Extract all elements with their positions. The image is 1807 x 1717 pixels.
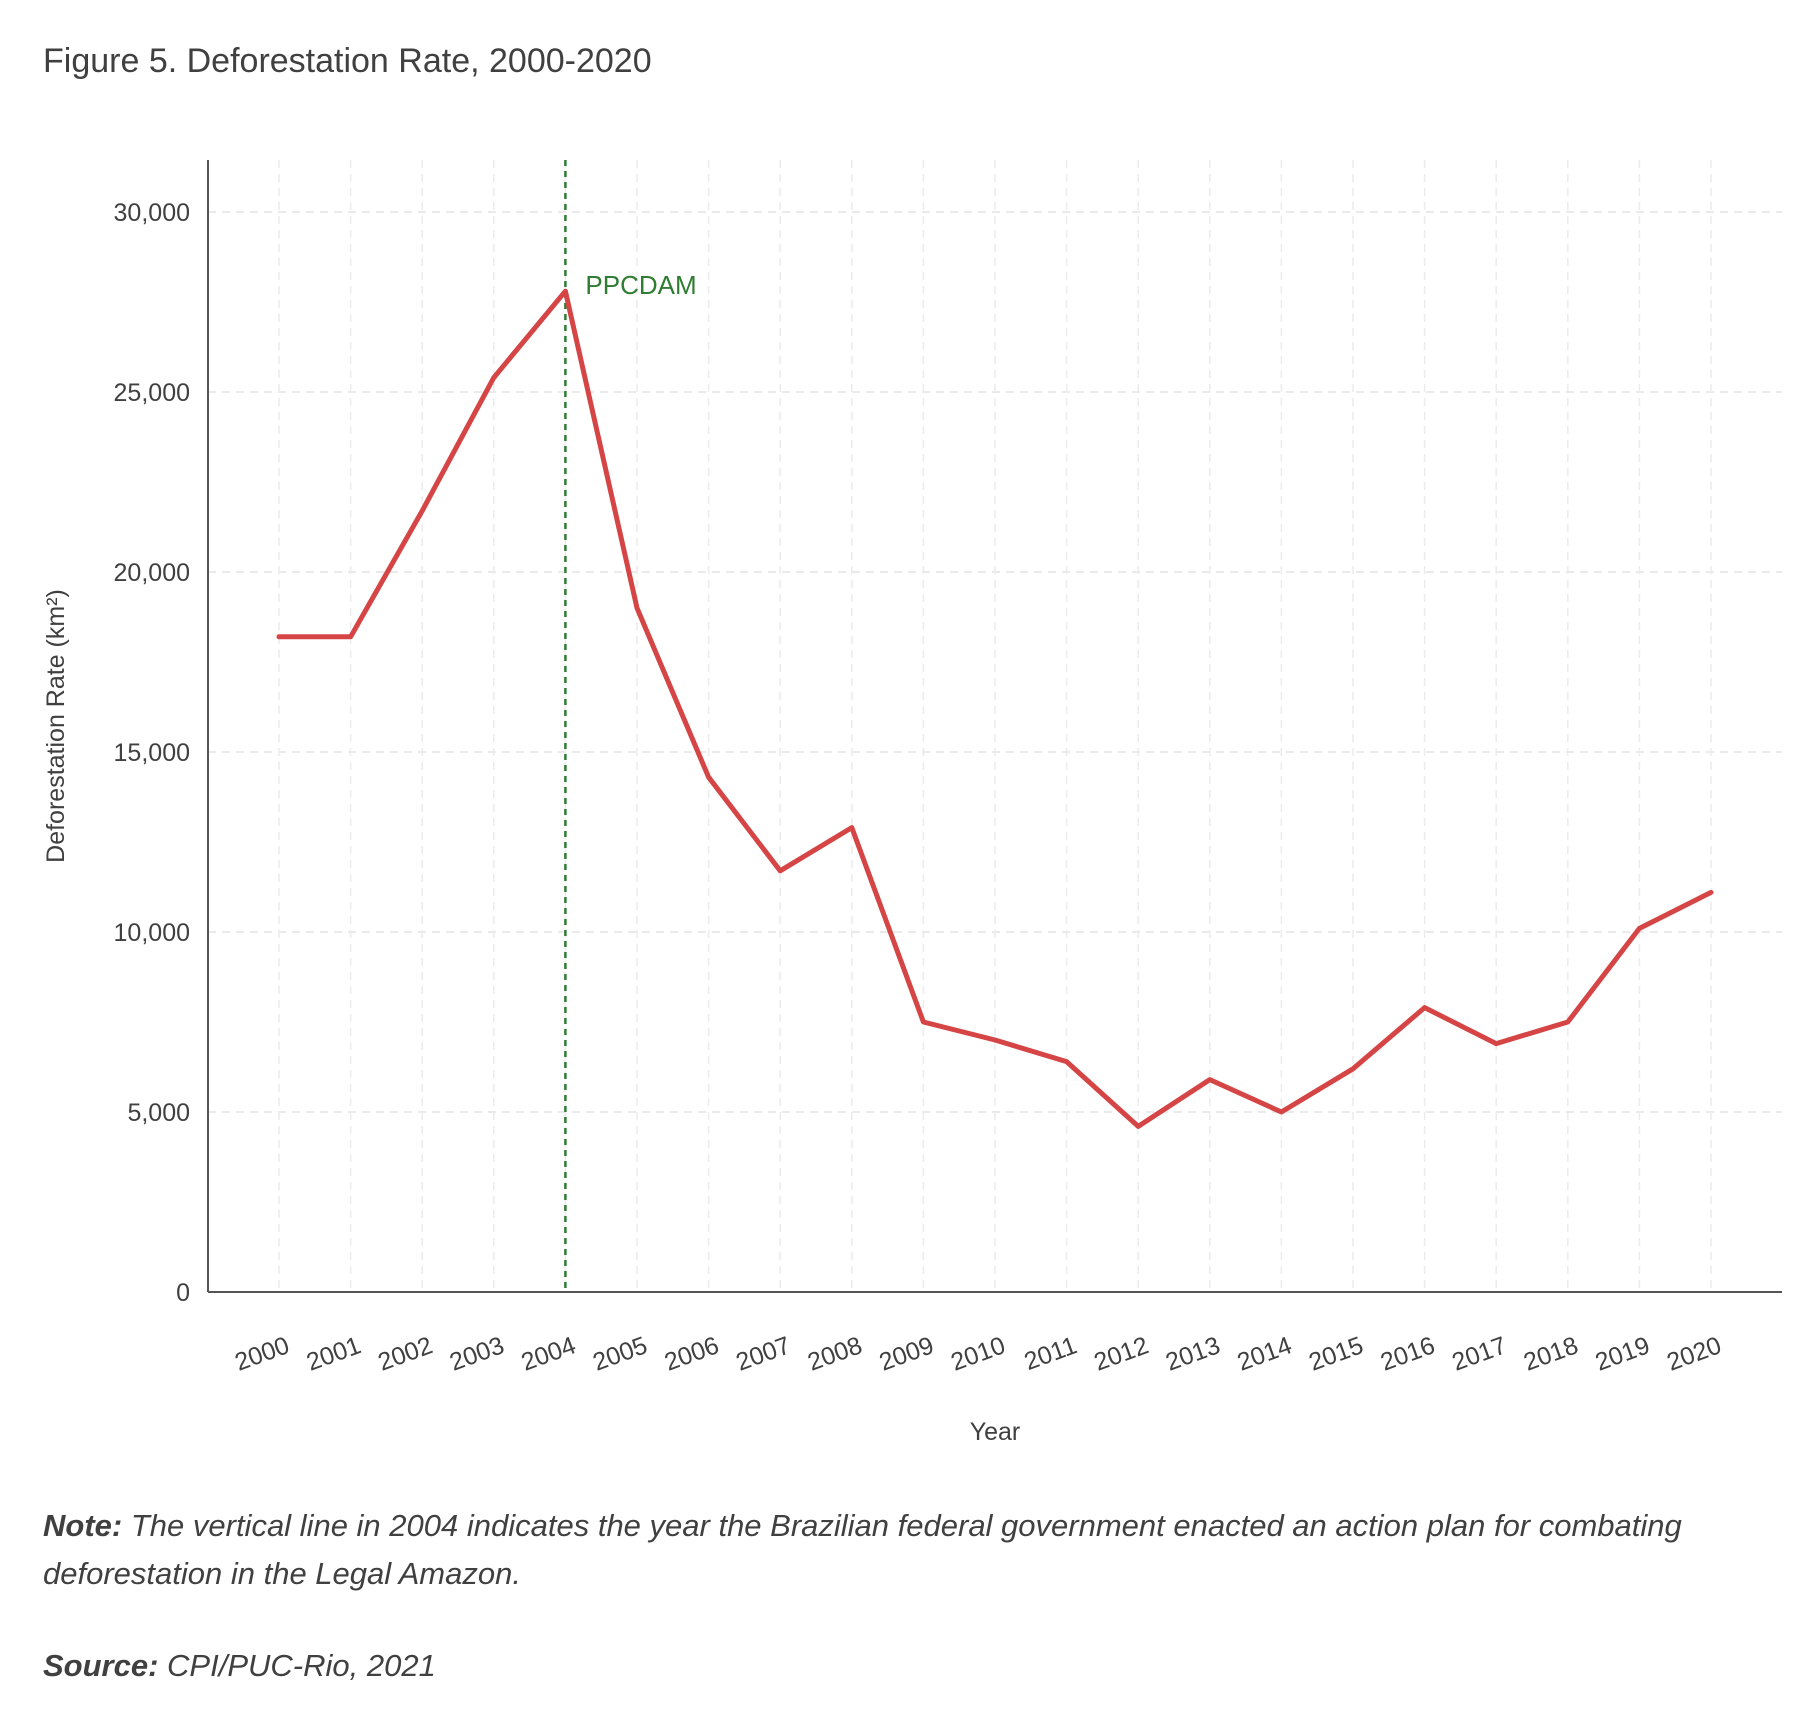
source-label: Source:: [43, 1648, 159, 1683]
x-tick-label: 2016: [1377, 1331, 1439, 1376]
y-tick-label: 10,000: [114, 919, 190, 947]
y-tick-label: 30,000: [114, 199, 190, 227]
y-tick-labels: 0 5,000 10,000 15,000 20,000 25,000 30,000: [114, 199, 190, 1307]
note-text: Note: The vertical line in 2004 indicate…: [43, 1502, 1763, 1598]
x-tick-label: 2003: [446, 1331, 508, 1376]
x-tick-label: 2007: [732, 1331, 794, 1376]
series-group: [276, 288, 1714, 1129]
note-label: Note:: [43, 1508, 123, 1543]
y-tick-label: 5,000: [127, 1099, 190, 1127]
x-tick-label: 2001: [303, 1331, 365, 1376]
axes: [207, 160, 1782, 1293]
x-tick-label: 2005: [589, 1331, 651, 1376]
x-tick-label: 2015: [1305, 1331, 1367, 1376]
x-axis-title: Year: [970, 1418, 1021, 1446]
y-tick-label: 15,000: [114, 739, 190, 767]
x-tick-label: 2010: [947, 1331, 1009, 1376]
x-tick-label: 2017: [1448, 1331, 1510, 1376]
line-chart: 0 5,000 10,000 15,000 20,000 25,000 30,000 200…: [42, 160, 1782, 1446]
y-tick-label: 20,000: [114, 559, 190, 587]
y-tick-label: 25,000: [114, 379, 190, 407]
x-tick-label: 2008: [804, 1331, 866, 1376]
x-tick-label: 2012: [1090, 1331, 1152, 1376]
x-tick-label: 2002: [374, 1331, 436, 1376]
x-tick-label: 2004: [518, 1331, 580, 1376]
x-tick-label: 2009: [876, 1331, 938, 1376]
x-tick-label: 2013: [1162, 1331, 1224, 1376]
series-line: [276, 288, 1714, 1129]
y-axis-title: Deforestation Rate (km²): [42, 589, 70, 863]
x-tick-labels: 2000 2001 2002 2003 2004 2005 2006 2007 2008 2009…: [231, 1331, 1725, 1376]
annotations: PPCDAM: [564, 160, 697, 1292]
x-tick-label: 2018: [1520, 1331, 1582, 1376]
x-tick-label: 2011: [1021, 1331, 1081, 1376]
source-text: Source: CPI/PUC-Rio, 2021: [43, 1642, 1763, 1690]
x-tick-label: 2006: [661, 1331, 723, 1376]
source-body: CPI/PUC-Rio, 2021: [167, 1648, 436, 1683]
grid-lines: [208, 160, 1782, 1292]
x-tick-label: 2014: [1234, 1331, 1296, 1376]
x-tick-label: 2000: [231, 1331, 293, 1376]
figure-title: Figure 5. Deforestation Rate, 2000-2020: [43, 42, 652, 80]
x-tick-label: 2020: [1663, 1331, 1725, 1376]
y-tick-label: 0: [176, 1279, 190, 1307]
x-tick-label: 2019: [1592, 1331, 1654, 1376]
annotation-label: PPCDAM: [585, 270, 696, 300]
note-body: The vertical line in 2004 indicates the …: [43, 1508, 1682, 1591]
